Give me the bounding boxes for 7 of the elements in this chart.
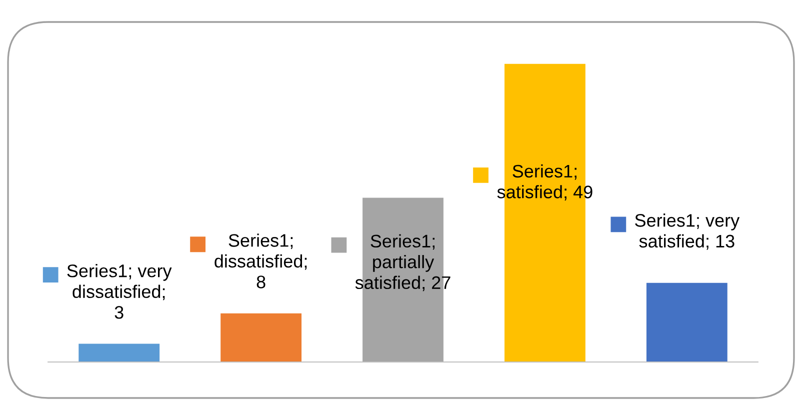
data-label: Series1; very dissatisfied; 3 [67, 264, 172, 319]
data-label: Series1; dissatisfied; 8 [214, 234, 307, 288]
data-label: Series1; very satisfied; 13 [635, 214, 740, 250]
bar [220, 313, 302, 362]
bar [646, 282, 728, 362]
bar [78, 344, 160, 362]
data-label: Series1; partially satisfied; 27 [355, 234, 450, 292]
